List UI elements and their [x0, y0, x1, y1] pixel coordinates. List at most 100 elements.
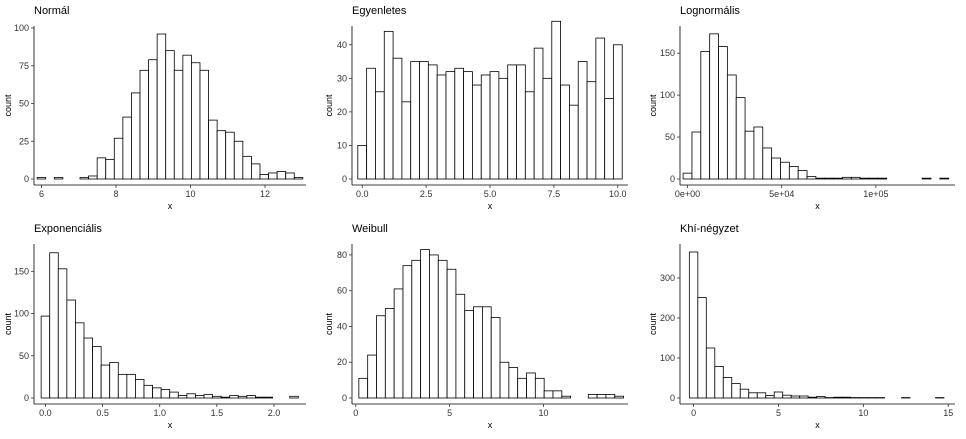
- histogram-bar: [596, 394, 607, 399]
- histogram-bar: [499, 361, 510, 399]
- histogram-bar: [427, 64, 438, 180]
- histogram-bar: [771, 157, 781, 180]
- histogram-bar: [251, 163, 261, 180]
- panel-normal: Normál 0 25 50 75 100 6 8 10 12 x count: [3, 5, 306, 211]
- histogram-bar: [806, 176, 817, 180]
- x-tick-label: 12: [260, 189, 270, 199]
- y-axis-label: count: [648, 312, 658, 335]
- histogram-bar: [489, 71, 500, 180]
- histogram-bar: [543, 390, 554, 399]
- histogram-bar: [939, 177, 950, 180]
- histogram-bar: [480, 74, 491, 180]
- histogram-bar: [169, 391, 179, 399]
- histogram-bar: [152, 387, 162, 399]
- panel-uniform: Egyenletes 0 10 20 30 40 0.0 2.5 5.0 7.5 10.0 x coun…: [324, 5, 628, 211]
- y-tick-label: 0: [342, 174, 347, 184]
- histogram-bar: [436, 74, 447, 180]
- panel-title-normal: Normál: [34, 5, 69, 17]
- histogram-bar: [383, 30, 394, 180]
- histogram-bar: [524, 91, 535, 180]
- histogram-bar: [148, 59, 158, 180]
- histogram-bar: [748, 392, 758, 399]
- histogram-bar: [143, 384, 153, 399]
- y-tick-label: 0: [670, 174, 675, 184]
- panel-exponential: Exponenciális 0 50 100 150 0.0 0.5 1.0 1.5 2.0 x co…: [3, 223, 306, 430]
- histogram-bar: [868, 177, 879, 180]
- histogram-bar: [587, 394, 598, 399]
- x-tick-label: 2.0: [268, 408, 281, 418]
- histogram-bar: [534, 377, 545, 399]
- x-axis-label: x: [168, 420, 173, 430]
- histogram-bar: [285, 172, 295, 180]
- histogram-bar: [718, 46, 728, 180]
- histogram-bar: [765, 395, 775, 399]
- panel-title-weibull: Weibull: [352, 223, 388, 235]
- histogram-bar: [212, 395, 222, 399]
- histogram-bar: [195, 395, 205, 399]
- histogram-bar: [237, 395, 248, 399]
- x-tick-label: 8: [113, 189, 118, 199]
- histogram-bar: [709, 33, 719, 180]
- x-tick-label: 15: [943, 408, 953, 418]
- y-tick-label: 10: [337, 140, 347, 150]
- histogram-bar: [139, 69, 149, 180]
- x-tick-label: 5: [776, 408, 781, 418]
- histogram-bar: [688, 251, 699, 399]
- histogram-bar: [177, 395, 188, 399]
- histogram-bar: [507, 64, 517, 180]
- y-tick-label: 20: [337, 357, 347, 367]
- histogram-bar: [96, 157, 107, 180]
- histogram-bar: [833, 177, 843, 180]
- histogram-bar: [376, 315, 386, 399]
- histogram-bar: [131, 92, 141, 180]
- histogram-bar: [921, 177, 932, 180]
- histogram-bar: [455, 293, 466, 399]
- y-axis-label: count: [3, 312, 13, 335]
- histogram-bar: [233, 140, 244, 180]
- histogram-bar: [516, 64, 526, 180]
- y-tick-label: 300: [660, 273, 675, 283]
- histogram-bar: [788, 166, 799, 180]
- histogram-bar: [49, 252, 59, 399]
- y-tick-label: 100: [14, 309, 29, 319]
- histogram-bar: [561, 395, 572, 399]
- histogram-bar: [246, 395, 256, 399]
- histogram-bar: [268, 172, 278, 180]
- panel-title-lognormal: Lognormális: [680, 5, 740, 17]
- x-tick-label: 1.5: [211, 408, 224, 418]
- histogram-bar: [605, 394, 616, 399]
- histogram-bar: [105, 158, 115, 180]
- histogram-bar: [36, 177, 47, 180]
- histogram-bar: [411, 259, 422, 399]
- y-tick-label: 40: [337, 40, 347, 50]
- y-tick-label: 20: [337, 107, 347, 117]
- x-tick-label: 0: [691, 408, 696, 418]
- x-tick-label: 5e+04: [769, 189, 794, 199]
- histogram-bar: [216, 130, 227, 180]
- histogram-bar: [552, 390, 563, 399]
- x-tick-label: 0.0: [39, 408, 52, 418]
- histogram-bar: [225, 131, 235, 180]
- y-tick-label: 40: [337, 321, 347, 331]
- histogram-bar: [517, 377, 527, 399]
- histogram-bar: [255, 396, 265, 399]
- histogram-bar: [191, 62, 201, 180]
- x-tick-label: 6: [39, 189, 44, 199]
- histogram-bar: [481, 306, 492, 399]
- histogram-bar: [229, 395, 239, 399]
- histogram-bar: [877, 177, 888, 180]
- y-axis-label: count: [3, 94, 13, 117]
- histogram-bar: [122, 116, 132, 180]
- histogram-bar: [842, 176, 852, 180]
- histogram-bar: [79, 177, 89, 180]
- histogram-bar: [682, 172, 693, 180]
- y-tick-label: 50: [665, 132, 675, 142]
- histogram-bar: [714, 365, 724, 399]
- histogram-bar: [735, 97, 746, 180]
- histogram-bar: [40, 315, 51, 399]
- histogram-bar: [220, 396, 231, 399]
- histogram-bar: [586, 81, 597, 180]
- panel-chi-square: Khí-négyzet 0 100 200 300 0 5 10 15 x count: [648, 223, 955, 430]
- histogram-bar: [113, 137, 124, 180]
- histogram-bar: [429, 254, 439, 399]
